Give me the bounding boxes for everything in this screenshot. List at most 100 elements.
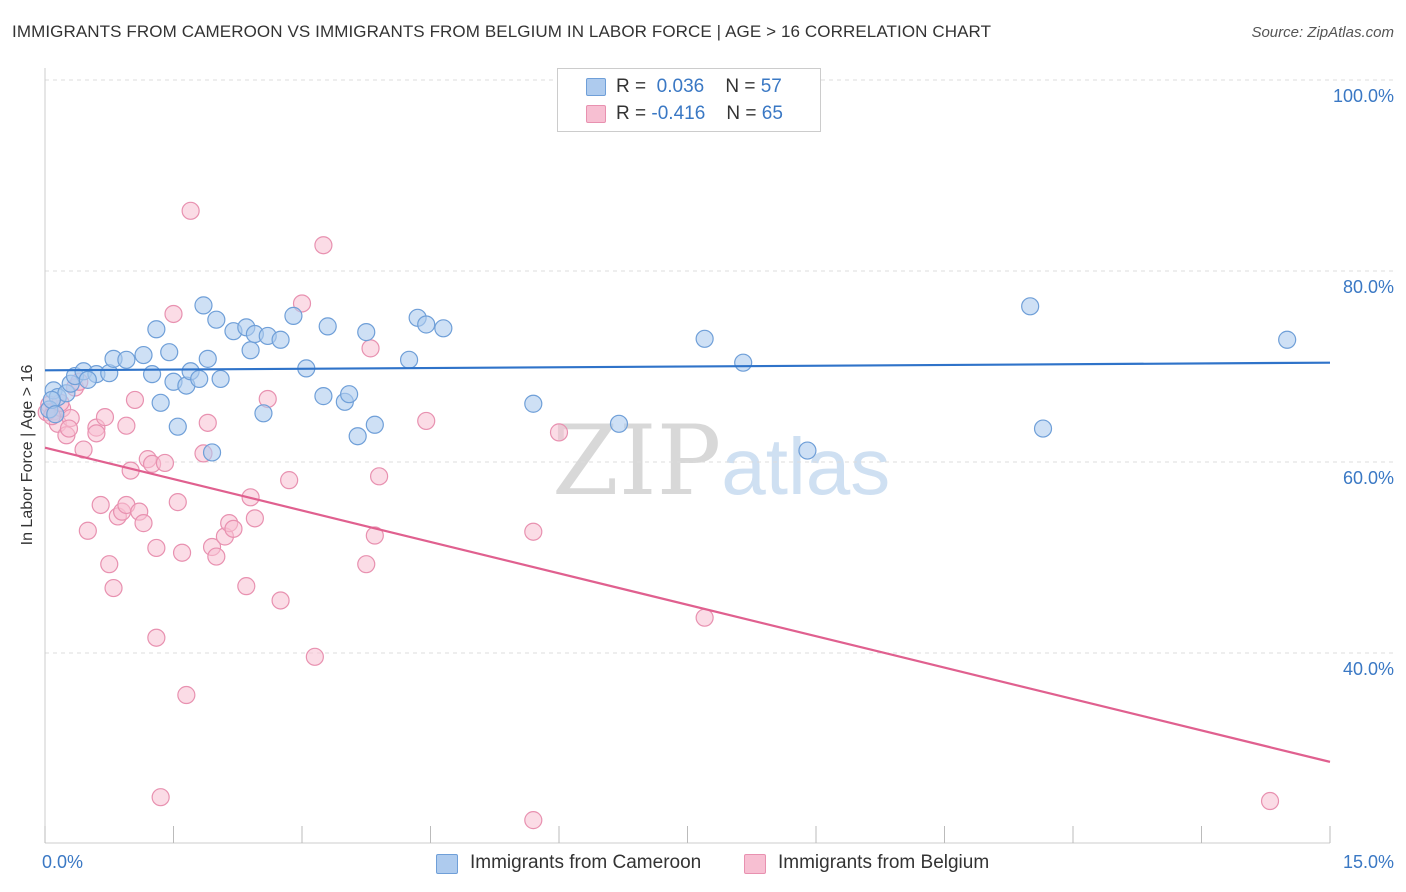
data-point-belgium bbox=[151, 788, 170, 807]
data-point-belgium bbox=[292, 294, 312, 313]
legend-r-value: 0.036 bbox=[656, 76, 705, 97]
data-point-belgium bbox=[357, 555, 376, 574]
data-point-cameroon bbox=[284, 306, 303, 325]
data-point-belgium bbox=[370, 467, 389, 486]
legend-swatch-cameroon bbox=[586, 78, 606, 96]
data-point-belgium bbox=[314, 236, 333, 255]
trend-line-cameroon bbox=[44, 361, 1331, 372]
data-point-cameroon bbox=[1033, 419, 1053, 438]
legend-swatch-belgium bbox=[586, 105, 606, 123]
data-point-belgium bbox=[524, 522, 543, 541]
x-tick-label-min: 0.0% bbox=[42, 852, 84, 872]
data-point-belgium bbox=[237, 577, 256, 596]
data-point-belgium bbox=[417, 411, 436, 431]
data-point-belgium bbox=[155, 453, 175, 473]
data-point-belgium bbox=[181, 201, 200, 220]
data-point-cameroon bbox=[1278, 330, 1297, 349]
bottom-legend-swatch-cameroon bbox=[436, 854, 458, 874]
data-point-cameroon bbox=[399, 350, 419, 369]
data-point-belgium bbox=[117, 416, 136, 435]
data-point-cameroon bbox=[318, 317, 337, 336]
data-point-belgium bbox=[361, 339, 380, 358]
data-point-cameroon bbox=[194, 296, 213, 315]
data-point-cameroon bbox=[160, 343, 179, 362]
data-point-cameroon bbox=[798, 441, 817, 460]
data-point-belgium bbox=[147, 628, 166, 647]
data-point-belgium bbox=[177, 685, 196, 705]
trend-line-belgium bbox=[44, 446, 1331, 763]
data-point-belgium bbox=[224, 519, 243, 538]
data-point-cameroon bbox=[198, 349, 217, 368]
data-point-cameroon bbox=[117, 350, 136, 369]
data-point-belgium bbox=[87, 424, 106, 443]
data-point-cameroon bbox=[241, 341, 260, 360]
axes bbox=[44, 68, 1331, 844]
y-axis-label: In Labor Force | Age > 16 bbox=[19, 364, 36, 546]
data-point-cameroon bbox=[609, 414, 629, 433]
watermark: ZIPatlas bbox=[552, 405, 890, 517]
data-point-cameroon bbox=[254, 404, 273, 423]
series-cameroon-points bbox=[40, 296, 1297, 462]
data-point-cameroon bbox=[1021, 297, 1040, 316]
data-point-cameroon bbox=[524, 394, 543, 413]
bottom-legend-swatch-belgium bbox=[744, 854, 766, 874]
data-point-belgium bbox=[164, 304, 183, 324]
data-point-cameroon bbox=[46, 405, 65, 424]
legend-n-label: N = bbox=[725, 76, 756, 97]
data-point-belgium bbox=[125, 390, 145, 410]
data-point-cameroon bbox=[314, 387, 333, 406]
data-point-cameroon bbox=[211, 369, 230, 389]
watermark-atlas: atlas bbox=[721, 422, 891, 511]
data-point-belgium bbox=[695, 608, 714, 627]
data-point-belgium bbox=[245, 509, 264, 528]
data-point-cameroon bbox=[340, 385, 359, 404]
y-tick-label: 60.0% bbox=[1342, 468, 1394, 488]
data-point-belgium bbox=[198, 413, 217, 432]
data-point-cameroon bbox=[142, 365, 162, 384]
trend-lines bbox=[44, 361, 1331, 763]
data-point-belgium bbox=[104, 578, 123, 598]
data-point-cameroon bbox=[357, 323, 376, 342]
data-point-cameroon bbox=[365, 415, 384, 434]
correlation-legend: R = 0.036 N = 57 R = -0.416 N = 65 bbox=[557, 68, 821, 132]
legend-n-value: 57 bbox=[760, 76, 782, 97]
data-point-cameroon bbox=[151, 393, 170, 412]
legend-r-value: -0.416 bbox=[651, 103, 706, 124]
data-point-cameroon bbox=[147, 320, 166, 339]
bottom-legend-label-belgium: Immigrants from Belgium bbox=[778, 852, 990, 873]
y-tick-label: 100.0% bbox=[1332, 86, 1394, 106]
y-tick-label: 40.0% bbox=[1342, 659, 1394, 679]
source-label: Source: ZipAtlas.com bbox=[1251, 24, 1394, 41]
data-point-cameroon bbox=[271, 330, 290, 349]
data-point-belgium bbox=[91, 495, 110, 515]
data-point-belgium bbox=[172, 543, 192, 562]
data-point-cameroon bbox=[695, 329, 714, 348]
data-point-belgium bbox=[78, 521, 97, 540]
legend-r-label: R = bbox=[616, 103, 647, 124]
x-tick-label-max: 15.0% bbox=[1342, 852, 1394, 872]
data-point-belgium bbox=[524, 811, 543, 830]
data-point-belgium bbox=[95, 408, 115, 427]
data-point-cameroon bbox=[78, 370, 97, 389]
data-point-belgium bbox=[280, 471, 299, 490]
data-point-cameroon bbox=[434, 319, 453, 338]
data-point-belgium bbox=[59, 419, 79, 438]
data-point-cameroon bbox=[417, 315, 436, 334]
watermark-zip: ZIP bbox=[552, 405, 722, 517]
data-point-belgium bbox=[271, 591, 290, 610]
data-point-cameroon bbox=[168, 417, 187, 436]
data-point-belgium bbox=[549, 423, 569, 442]
data-point-belgium bbox=[147, 538, 166, 558]
series-belgium-points bbox=[37, 201, 1280, 830]
legend-n-label: N = bbox=[726, 103, 757, 124]
bottom-legend-label-cameroon: Immigrants from Cameroon bbox=[470, 852, 702, 873]
data-point-cameroon bbox=[134, 345, 153, 365]
data-point-belgium bbox=[134, 514, 153, 533]
data-point-belgium bbox=[1260, 791, 1280, 811]
data-point-belgium bbox=[305, 647, 324, 666]
legend-r-label: R = bbox=[616, 76, 647, 97]
data-point-cameroon bbox=[207, 310, 226, 329]
data-point-belgium bbox=[100, 555, 119, 574]
legend-n-value: 65 bbox=[761, 103, 783, 124]
